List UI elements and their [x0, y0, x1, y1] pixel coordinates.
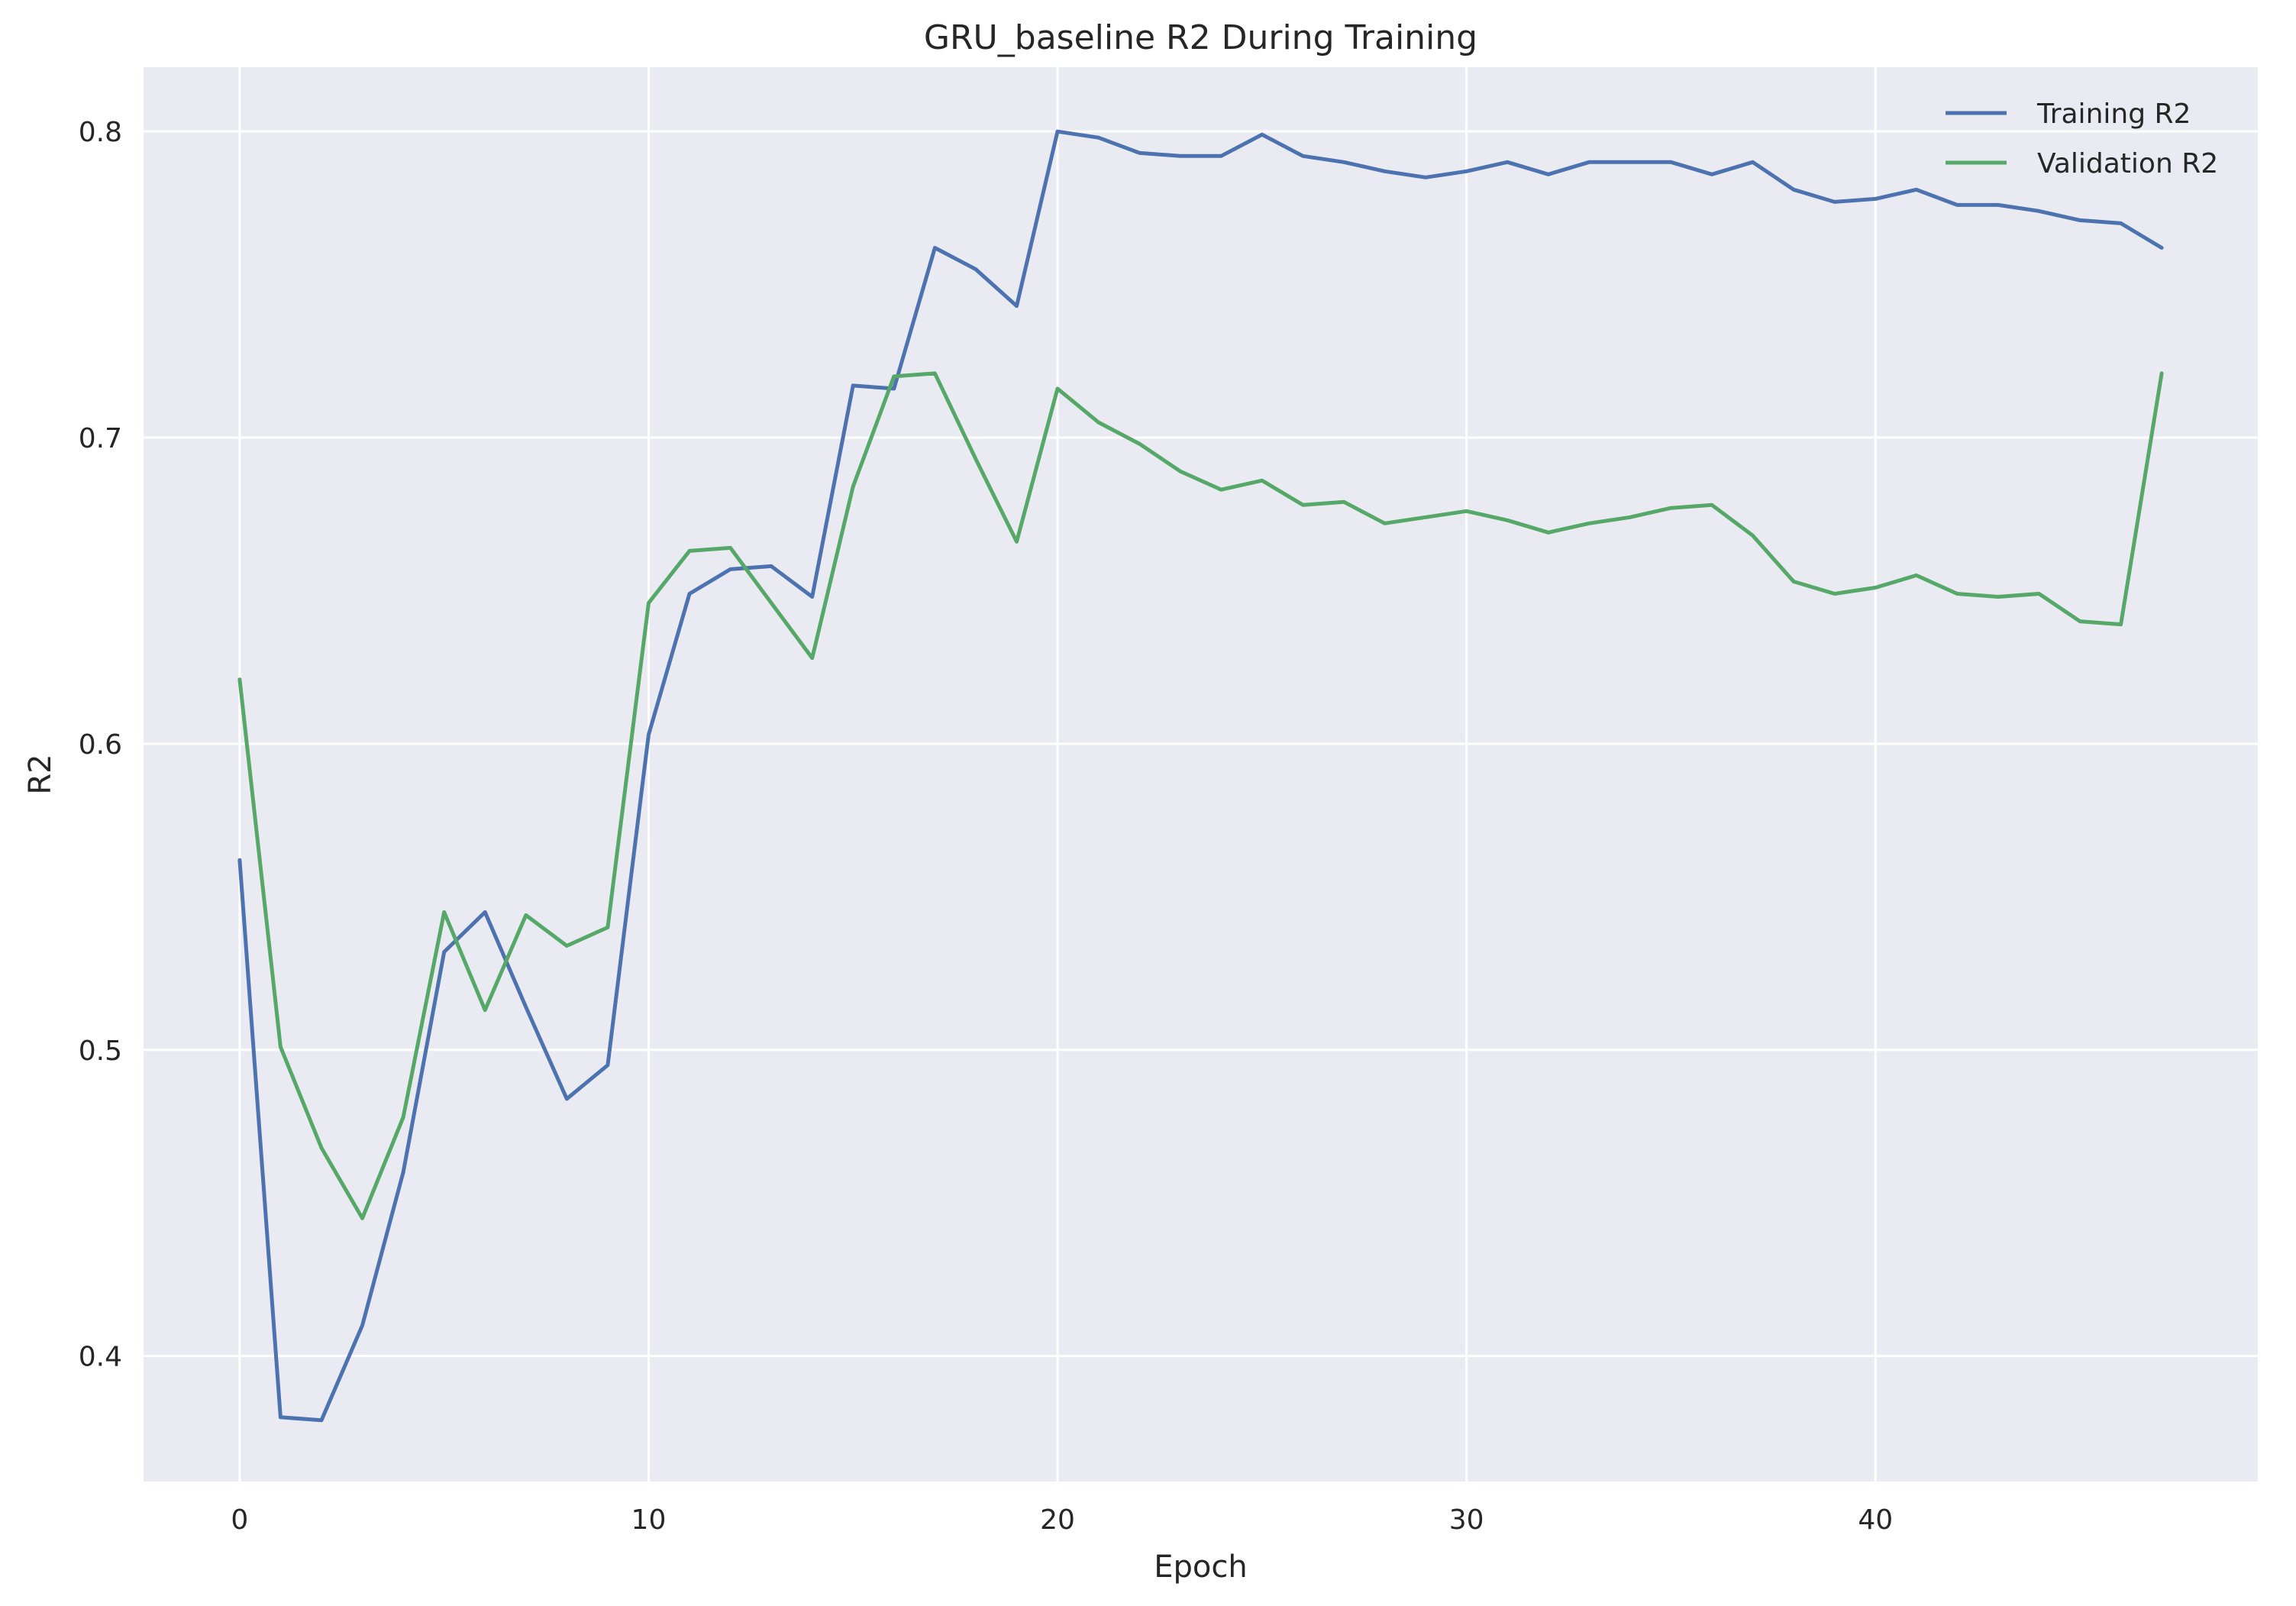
x-tick-label: 0 [231, 1504, 248, 1536]
x-tick-label: 40 [1858, 1504, 1893, 1536]
plot-area [144, 67, 2258, 1482]
legend-label: Validation R2 [2037, 148, 2218, 179]
y-tick-label: 0.6 [79, 729, 122, 761]
x-tick-label: 30 [1449, 1504, 1484, 1536]
tick-labels: 0 10 20 30 40 0.4 0.5 0.6 0.7 0.8 [79, 117, 1893, 1536]
y-axis-label: R2 [23, 754, 58, 794]
series-line-training-r2 [237, 129, 2164, 1423]
series-lines [237, 129, 2164, 1423]
y-tick-label: 0.7 [79, 423, 122, 454]
grid-lines [144, 67, 2258, 1482]
legend: Training R2 Validation R2 [1946, 99, 2218, 179]
x-tick-label: 10 [631, 1504, 667, 1536]
legend-label: Training R2 [2036, 99, 2191, 130]
y-tick-label: 0.4 [79, 1342, 122, 1373]
y-tick-label: 0.8 [79, 117, 122, 148]
y-tick-label: 0.5 [79, 1036, 122, 1067]
x-axis-label: Epoch [1154, 1549, 1247, 1585]
x-tick-label: 20 [1040, 1504, 1075, 1536]
series-line-validation-r2 [237, 371, 2164, 1220]
chart-title: GRU_baseline R2 During Training [924, 18, 1477, 57]
